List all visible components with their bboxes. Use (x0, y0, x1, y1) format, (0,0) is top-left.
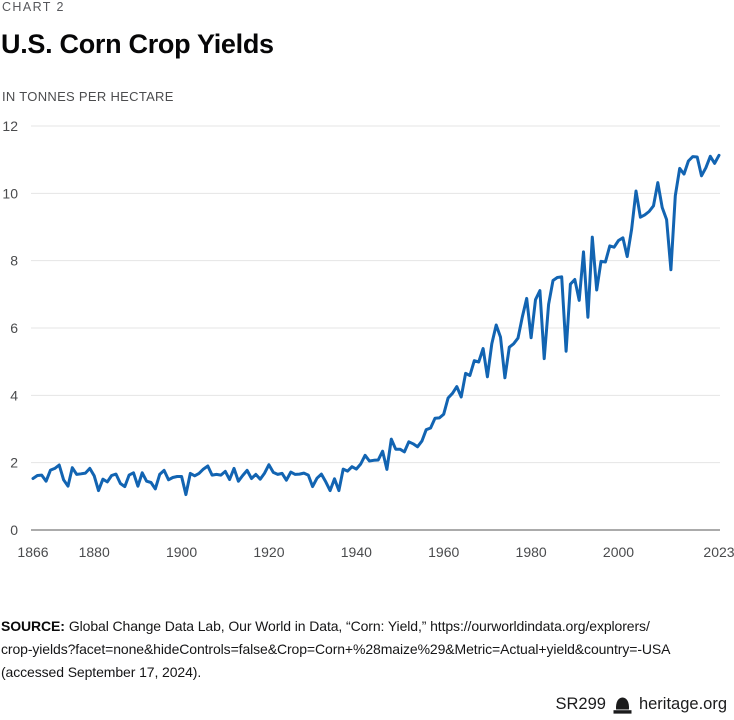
x-tick-label: 1960 (428, 544, 459, 560)
page-footer: SR299 heritage.org (555, 695, 727, 714)
chart-kicker: CHART 2 (2, 0, 65, 14)
x-tick-label: 2000 (603, 544, 634, 560)
source-note: SOURCE: Global Change Data Lab, Our World… (1, 615, 721, 684)
y-tick-label: 2 (10, 455, 18, 471)
y-tick-label: 10 (2, 185, 18, 201)
x-tick-label: 1980 (516, 544, 547, 560)
y-tick-label: 12 (2, 118, 18, 134)
liberty-bell-icon (613, 697, 632, 714)
x-tick-label: 2023 (703, 544, 734, 560)
corn-yield-chart: 0 2 4 6 8 10 12 1866 1880 1900 1920 1940 1960 1980 200… (2, 118, 734, 560)
x-tick-label: 1866 (17, 544, 48, 560)
source-label: SOURCE: (1, 618, 65, 634)
site-name: heritage.org (638, 695, 727, 713)
report-id: SR299 (555, 695, 606, 713)
y-tick-label: 0 (10, 522, 18, 538)
source-line-2: crop-yields?facet=none&hideControls=fals… (1, 641, 671, 657)
x-tick-label: 1940 (341, 544, 372, 560)
yield-line-series (31, 153, 721, 497)
x-tick-label: 1880 (79, 544, 110, 560)
x-tick-label: 1900 (166, 544, 197, 560)
chart-title: U.S. Corn Crop Yields (1, 29, 274, 59)
y-tick-label: 8 (10, 253, 18, 269)
y-tick-label: 4 (10, 387, 18, 403)
chart-unit-label: IN TONNES PER HECTARE (2, 89, 174, 104)
y-tick-label: 6 (10, 320, 18, 336)
x-tick-label: 1920 (253, 544, 284, 560)
source-line-3: (accessed September 17, 2024). (1, 664, 202, 680)
source-line-1: SOURCE: Global Change Data Lab, Our World… (1, 618, 650, 634)
